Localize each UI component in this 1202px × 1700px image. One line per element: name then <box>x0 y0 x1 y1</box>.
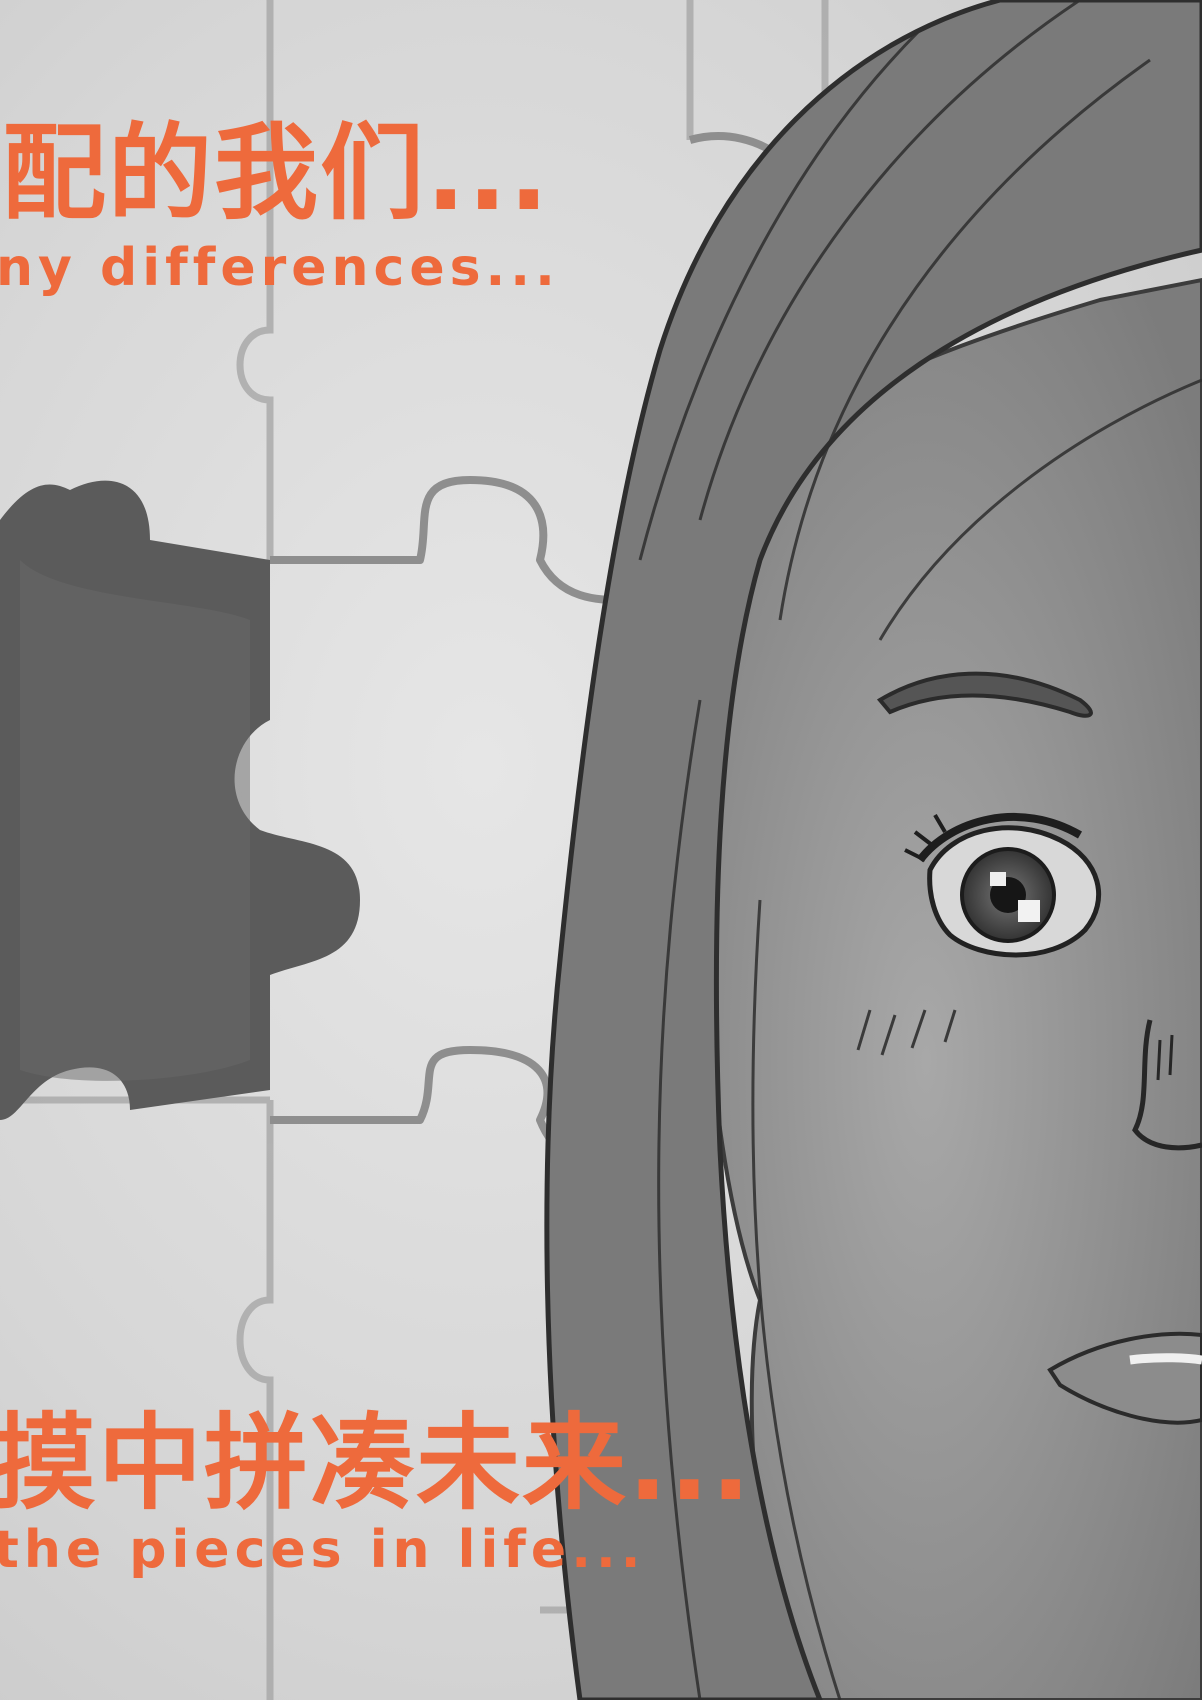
bottom-caption-english: the pieces in life... <box>0 1520 646 1580</box>
lips <box>1047 1331 1202 1425</box>
cheek-marks <box>856 1009 957 1056</box>
hair <box>544 0 1202 1700</box>
eyebrow <box>876 671 1093 718</box>
top-caption-english: ny differences... <box>0 238 560 298</box>
nose <box>1132 1019 1202 1151</box>
hair-strands <box>638 0 1202 1700</box>
top-caption-chinese: 配的我们... <box>2 112 551 234</box>
eye <box>904 812 1102 958</box>
bottom-caption-chinese: 摸中拼凑未来... <box>0 1402 753 1524</box>
